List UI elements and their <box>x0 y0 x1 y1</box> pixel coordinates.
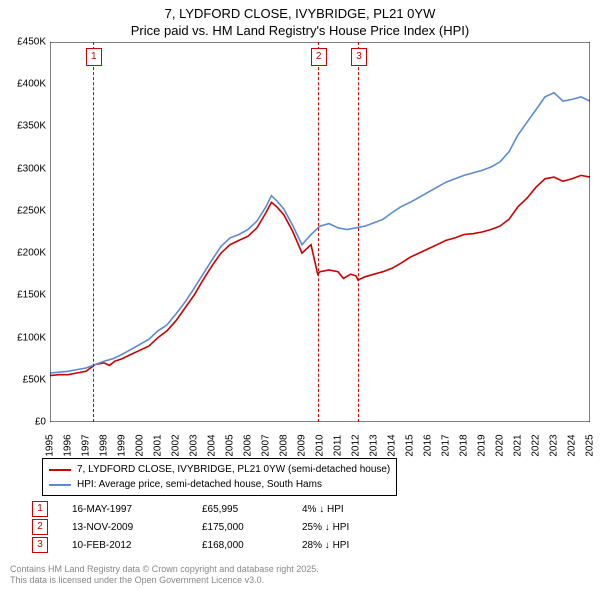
x-axis-tick-label: 2017 <box>441 434 452 456</box>
x-axis-tick-label: 1996 <box>63 434 74 456</box>
y-axis-tick-label: £350K <box>17 121 46 132</box>
chart-title: 7, LYDFORD CLOSE, IVYBRIDGE, PL21 0YW Pr… <box>0 0 600 42</box>
x-axis-tick-label: 2006 <box>243 434 254 456</box>
x-axis-tick-label: 2000 <box>135 434 146 456</box>
legend-swatch <box>49 469 71 471</box>
x-axis-tick-label: 1999 <box>117 434 128 456</box>
legend-item: HPI: Average price, semi-detached house,… <box>49 477 390 492</box>
x-axis-tick-label: 2021 <box>513 434 524 456</box>
legend-label: 7, LYDFORD CLOSE, IVYBRIDGE, PL21 0YW (s… <box>77 462 390 477</box>
x-axis-tick-label: 2018 <box>459 434 470 456</box>
x-axis-tick-label: 2020 <box>495 434 506 456</box>
sales-table: 1 16-MAY-1997£65,9954% ↓ HPI 2 13-NOV-2009£… <box>32 500 402 554</box>
sale-marker-line <box>318 42 319 422</box>
y-axis-tick-label: £250K <box>17 205 46 216</box>
x-axis-tick-label: 2025 <box>585 434 596 456</box>
sale-row: 3 10-FEB-2012£168,00028% ↓ HPI <box>32 536 402 554</box>
legend-swatch <box>49 484 71 486</box>
x-axis-tick-label: 2003 <box>189 434 200 456</box>
y-axis-tick-label: £450K <box>17 37 46 48</box>
sale-diff: 28% ↓ HPI <box>302 540 402 551</box>
footer-attribution: Contains HM Land Registry data © Crown c… <box>10 564 319 587</box>
sale-date: 10-FEB-2012 <box>72 540 202 551</box>
x-axis-tick-label: 1997 <box>81 434 92 456</box>
sale-marker-box: 3 <box>351 48 367 66</box>
x-axis-tick-label: 2013 <box>369 434 380 456</box>
x-axis-tick-label: 2022 <box>531 434 542 456</box>
x-axis-tick-label: 2015 <box>405 434 416 456</box>
chart-svg <box>50 42 590 422</box>
sale-price: £168,000 <box>202 540 302 551</box>
x-axis-tick-label: 2005 <box>225 434 236 456</box>
x-axis-tick-label: 2008 <box>279 434 290 456</box>
y-axis-tick-label: £400K <box>17 79 46 90</box>
series-line-1 <box>50 93 590 373</box>
footer-line2: This data is licensed under the Open Gov… <box>10 575 319 586</box>
sale-marker-box: 1 <box>86 48 102 66</box>
sale-diff: 4% ↓ HPI <box>302 504 402 515</box>
sale-row-marker: 3 <box>32 537 48 553</box>
series-line-0 <box>50 175 590 375</box>
x-axis-tick-label: 2009 <box>297 434 308 456</box>
plot-area: 123 £0£50K£100K£150K£200K£250K£300K£350K… <box>50 42 590 422</box>
sale-date: 13-NOV-2009 <box>72 522 202 533</box>
x-axis-tick-label: 2011 <box>333 435 344 457</box>
sale-row-marker: 1 <box>32 501 48 517</box>
x-axis-tick-label: 2024 <box>567 434 578 456</box>
x-axis-tick-label: 1998 <box>99 434 110 456</box>
y-axis-tick-label: £100K <box>17 332 46 343</box>
title-line2: Price paid vs. HM Land Registry's House … <box>10 23 590 40</box>
x-axis-tick-label: 1995 <box>45 434 56 456</box>
y-axis-tick-label: £200K <box>17 248 46 259</box>
y-axis-tick-label: £0 <box>35 417 46 428</box>
title-line1: 7, LYDFORD CLOSE, IVYBRIDGE, PL21 0YW <box>10 6 590 23</box>
figure: 7, LYDFORD CLOSE, IVYBRIDGE, PL21 0YW Pr… <box>0 0 600 590</box>
x-axis-tick-label: 2023 <box>549 434 560 456</box>
sale-row: 2 13-NOV-2009£175,00025% ↓ HPI <box>32 518 402 536</box>
x-axis-tick-label: 2019 <box>477 434 488 456</box>
sale-row: 1 16-MAY-1997£65,9954% ↓ HPI <box>32 500 402 518</box>
y-axis-tick-label: £150K <box>17 290 46 301</box>
x-axis-tick-label: 2014 <box>387 434 398 456</box>
legend-item: 7, LYDFORD CLOSE, IVYBRIDGE, PL21 0YW (s… <box>49 462 390 477</box>
sale-marker-box: 2 <box>311 48 327 66</box>
sale-diff: 25% ↓ HPI <box>302 522 402 533</box>
y-axis-tick-label: £50K <box>23 374 46 385</box>
x-axis-tick-label: 2016 <box>423 434 434 456</box>
x-axis-tick-label: 2002 <box>171 434 182 456</box>
legend: 7, LYDFORD CLOSE, IVYBRIDGE, PL21 0YW (s… <box>42 458 397 496</box>
sale-marker-line <box>358 42 359 422</box>
x-axis-tick-label: 2007 <box>261 434 272 456</box>
x-axis-tick-label: 2010 <box>315 434 326 456</box>
sale-price: £175,000 <box>202 522 302 533</box>
y-axis-tick-label: £300K <box>17 163 46 174</box>
legend-label: HPI: Average price, semi-detached house,… <box>77 477 322 492</box>
sale-row-marker: 2 <box>32 519 48 535</box>
x-axis-tick-label: 2004 <box>207 434 218 456</box>
sale-marker-line <box>93 42 94 422</box>
x-axis-tick-label: 2001 <box>153 434 164 456</box>
x-axis-tick-label: 2012 <box>351 434 362 456</box>
sale-date: 16-MAY-1997 <box>72 504 202 515</box>
sale-price: £65,995 <box>202 504 302 515</box>
footer-line1: Contains HM Land Registry data © Crown c… <box>10 564 319 575</box>
